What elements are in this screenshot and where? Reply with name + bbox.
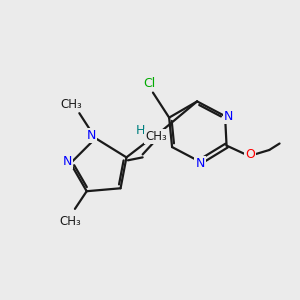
Text: CH₃: CH₃ (60, 98, 82, 111)
Text: Cl: Cl (143, 77, 155, 90)
Text: N: N (195, 157, 205, 170)
Text: N: N (224, 110, 233, 123)
Text: N: N (148, 130, 158, 143)
Text: CH₃: CH₃ (60, 215, 81, 228)
Text: N: N (86, 129, 96, 142)
Text: CH₃: CH₃ (145, 130, 167, 143)
Text: N: N (62, 155, 72, 168)
Text: H: H (136, 124, 145, 137)
Text: O: O (245, 148, 255, 161)
